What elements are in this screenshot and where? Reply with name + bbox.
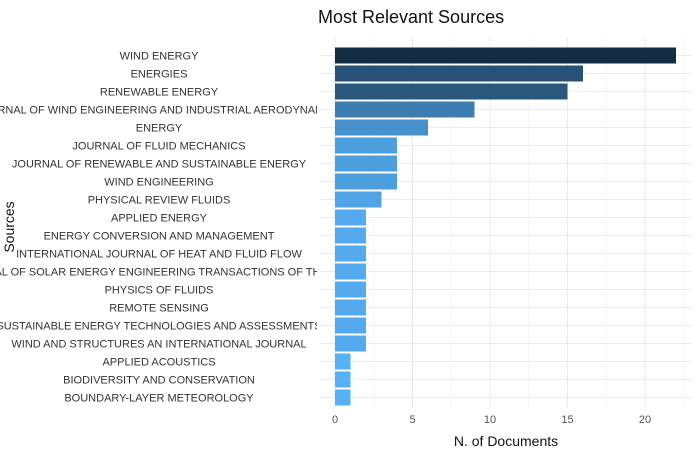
y-tick-label: PHYSICS OF FLUIDS bbox=[105, 285, 214, 297]
bar bbox=[335, 155, 397, 172]
x-axis-title: N. of Documents bbox=[454, 433, 558, 449]
bar bbox=[335, 281, 366, 298]
chart-title: Most Relevant Sources bbox=[318, 7, 504, 27]
y-tick-label: BIODIVERSITY AND CONSERVATION bbox=[63, 375, 255, 387]
bar bbox=[335, 47, 676, 64]
bar bbox=[335, 65, 583, 82]
bar bbox=[335, 335, 366, 352]
bar bbox=[335, 353, 351, 370]
y-tick-labels: WIND ENERGY ENERGIES RENEWABLE ENERGY JOURN… bbox=[0, 51, 361, 405]
x-tick-label: 0 bbox=[332, 414, 338, 426]
y-tick-label: ENERGY CONVERSION AND MANAGEMENT bbox=[44, 231, 275, 243]
bar bbox=[335, 119, 428, 136]
x-tick-labels: 0 5 10 15 20 bbox=[332, 414, 651, 426]
bar bbox=[335, 101, 475, 118]
y-tick-label: BOUNDARY-LAYER METEOROLOGY bbox=[64, 393, 254, 405]
y-tick-label: APPLIED ENERGY bbox=[111, 213, 208, 225]
y-tick-label: SUSTAINABLE ENERGY TECHNOLOGIES AND ASSE… bbox=[0, 321, 322, 333]
x-tick-label: 5 bbox=[409, 414, 415, 426]
y-tick-label: JOURNAL OF WIND ENGINEERING AND INDUSTRI… bbox=[0, 105, 343, 117]
y-tick-label: PHYSICAL REVIEW FLUIDS bbox=[88, 195, 231, 207]
y-tick-label: JOURNAL OF SOLAR ENERGY ENGINEERING TRAN… bbox=[0, 267, 361, 279]
y-tick-label: RENEWABLE ENERGY bbox=[100, 87, 219, 99]
y-tick-label: JOURNAL OF RENEWABLE AND SUSTAINABLE ENE… bbox=[12, 159, 307, 171]
bar bbox=[335, 191, 382, 208]
y-tick-label: WIND AND STRUCTURES AN INTERNATIONAL JOU… bbox=[11, 339, 306, 351]
bar bbox=[335, 137, 397, 154]
bars bbox=[335, 47, 676, 406]
y-tick-label: APPLIED ACOUSTICS bbox=[102, 357, 215, 369]
bar bbox=[335, 389, 351, 406]
y-tick-label: WIND ENERGY bbox=[120, 51, 200, 63]
bar bbox=[335, 263, 366, 280]
y-tick-label: ENERGY bbox=[136, 123, 183, 135]
y-axis-title: Sources bbox=[1, 201, 17, 252]
bar bbox=[335, 227, 366, 244]
x-tick-label: 15 bbox=[561, 414, 573, 426]
bar bbox=[335, 209, 366, 226]
y-tick-label: ENERGIES bbox=[131, 69, 188, 81]
bar bbox=[335, 317, 366, 334]
y-tick-label: REMOTE SENSING bbox=[109, 303, 209, 315]
bar bbox=[335, 245, 366, 262]
bar bbox=[335, 299, 366, 316]
bar bbox=[335, 371, 351, 388]
x-tick-label: 20 bbox=[639, 414, 651, 426]
y-tick-label: JOURNAL OF FLUID MECHANICS bbox=[72, 141, 245, 153]
x-tick-label: 10 bbox=[484, 414, 496, 426]
bar bbox=[335, 83, 568, 100]
y-tick-label: WIND ENGINEERING bbox=[104, 177, 213, 189]
bar bbox=[335, 173, 397, 190]
y-tick-label: INTERNATIONAL JOURNAL OF HEAT AND FLUID … bbox=[16, 249, 302, 261]
